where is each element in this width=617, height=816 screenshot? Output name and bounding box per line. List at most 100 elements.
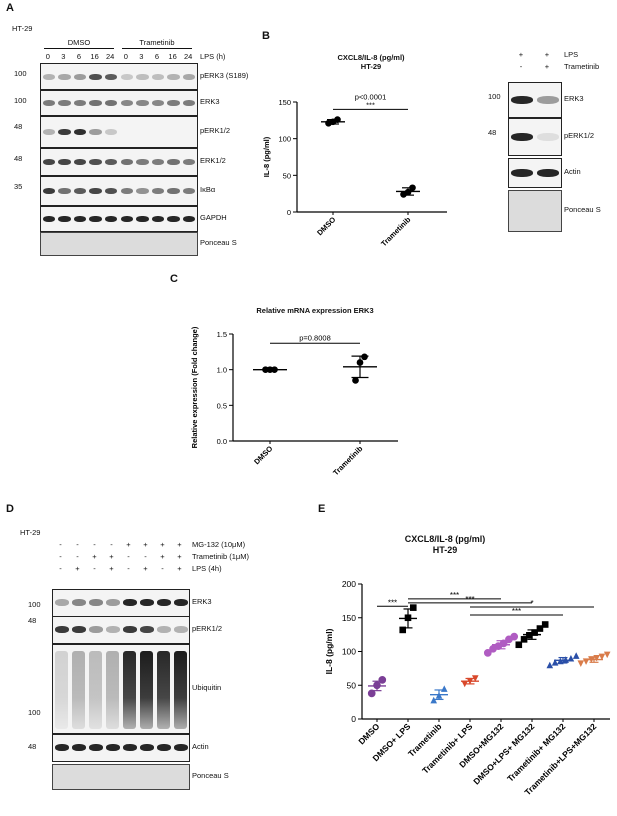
blot-band bbox=[151, 188, 165, 194]
treatment-sign: - bbox=[144, 552, 147, 561]
data-point bbox=[531, 629, 538, 636]
y-tick-label: 50 bbox=[347, 680, 357, 690]
p-value-label: p<0.0001 bbox=[355, 92, 387, 101]
treatment-sign: + bbox=[177, 552, 182, 561]
mw-marker: 100 bbox=[488, 92, 501, 101]
blot-band bbox=[54, 626, 69, 633]
data-point bbox=[603, 651, 611, 659]
treatment-sign: + bbox=[75, 564, 80, 573]
data-point bbox=[510, 632, 519, 641]
ubiquitin-smear bbox=[140, 651, 153, 729]
treatment-sign: + bbox=[143, 564, 148, 573]
mw-marker: 48 bbox=[488, 128, 497, 137]
blot-band bbox=[89, 129, 102, 135]
blot-band bbox=[104, 188, 118, 194]
blot-band bbox=[537, 96, 559, 104]
blot-band bbox=[88, 744, 103, 751]
blot-band bbox=[139, 599, 154, 606]
data-point bbox=[461, 680, 469, 688]
lps-hours-label: LPS (h) bbox=[200, 52, 226, 61]
blot-label-actin: Actin bbox=[192, 742, 209, 751]
blot-band bbox=[105, 744, 120, 751]
panel-b-chart-title: CXCL8/IL-8 (pg/ml) bbox=[337, 53, 405, 62]
blot-perk1-2 bbox=[40, 116, 198, 148]
blot-band bbox=[182, 159, 196, 165]
blot-band bbox=[104, 159, 118, 165]
blot-band bbox=[182, 216, 196, 222]
blot-label-erk3: ERK3 bbox=[192, 597, 212, 606]
blot-band bbox=[88, 626, 103, 633]
data-point bbox=[598, 653, 606, 661]
x-tick-label-dmso: DMSO bbox=[315, 215, 337, 237]
mw-marker: 100 bbox=[28, 600, 41, 609]
y-tick-label: 50 bbox=[283, 171, 291, 180]
blot-band bbox=[151, 73, 165, 80]
treatment-sign: - bbox=[59, 564, 62, 573]
panel-c-letter: C bbox=[170, 273, 178, 285]
y-tick-label: 0.5 bbox=[217, 401, 227, 410]
y-tick-label: 150 bbox=[278, 98, 291, 107]
blot-band bbox=[120, 159, 134, 165]
treatment-sign: - bbox=[127, 564, 130, 573]
blot-band bbox=[511, 96, 533, 104]
panel-c-mrna-chart: 0.0 0.5 1.0 1.5 Relative expression (Fold ch… bbox=[190, 326, 398, 477]
blot-band bbox=[58, 129, 71, 135]
x-tick-label-trametinib: Trametinib bbox=[379, 215, 412, 248]
blot-gapdh bbox=[40, 206, 198, 232]
data-point bbox=[520, 636, 528, 643]
panel-e-chart-subtitle: HT-29 bbox=[432, 545, 458, 555]
timepoint-label: 16 bbox=[90, 52, 99, 61]
blot-perk3-s189 bbox=[40, 63, 198, 90]
y-tick-label: 0 bbox=[287, 208, 291, 217]
blot-band bbox=[136, 100, 149, 106]
treatment-sign: - bbox=[93, 564, 96, 573]
blot-band bbox=[167, 188, 180, 194]
y-tick-label: 200 bbox=[342, 579, 356, 589]
blot-label-i-b: IκBα bbox=[200, 185, 216, 194]
panel-b-letter: B bbox=[262, 30, 270, 42]
mw-marker: 48 bbox=[28, 616, 37, 625]
blot-band bbox=[105, 626, 120, 633]
treatment-sign: + bbox=[160, 540, 165, 549]
significance-stars: *** bbox=[450, 591, 459, 600]
blot-band bbox=[71, 626, 86, 633]
ubiquitin-smear bbox=[123, 651, 136, 729]
treatment-sign: + bbox=[109, 564, 114, 573]
blot-band bbox=[537, 133, 559, 141]
y-axis-label: IL-8 (pg/ml) bbox=[262, 136, 271, 177]
significance-stars: *** bbox=[465, 595, 474, 604]
blot-band bbox=[182, 73, 196, 80]
blot-band bbox=[182, 100, 196, 106]
blot-band bbox=[537, 169, 559, 177]
blot-band bbox=[73, 129, 87, 135]
group-label-dmso: DMSO bbox=[67, 38, 91, 47]
significance-stars: *** bbox=[366, 100, 375, 109]
treatment-sign: - bbox=[127, 552, 130, 561]
blot-band bbox=[167, 159, 180, 165]
data-point bbox=[367, 689, 376, 698]
blot-i-b bbox=[40, 176, 198, 206]
y-tick-label: 100 bbox=[278, 135, 291, 144]
blot-label-perk3-s189: pERK3 (S189) bbox=[200, 70, 249, 80]
blot-band bbox=[120, 100, 134, 106]
timepoint-label: 24 bbox=[184, 52, 193, 61]
blot-ponceau-s bbox=[52, 764, 190, 790]
ubiquitin-smear bbox=[55, 651, 68, 729]
blot-band bbox=[58, 159, 71, 165]
blot-band bbox=[73, 159, 87, 165]
blot-band bbox=[173, 626, 188, 633]
significance-stars: * bbox=[530, 599, 533, 608]
data-point bbox=[471, 675, 479, 682]
timepoint-label: 0 bbox=[45, 52, 50, 61]
blot-band bbox=[151, 100, 165, 106]
blot-band bbox=[58, 216, 71, 222]
treatment-sign: + bbox=[160, 552, 165, 561]
blot-perk1-2 bbox=[508, 118, 562, 156]
blot-band bbox=[58, 73, 71, 80]
panel-d-letter: D bbox=[6, 503, 14, 515]
blot-erk3 bbox=[52, 589, 190, 617]
treatment-sign: - bbox=[110, 540, 113, 549]
panel-b-chart-subtitle: HT-29 bbox=[360, 62, 382, 71]
blot-band bbox=[89, 73, 102, 80]
treatment-sign: - bbox=[76, 540, 79, 549]
